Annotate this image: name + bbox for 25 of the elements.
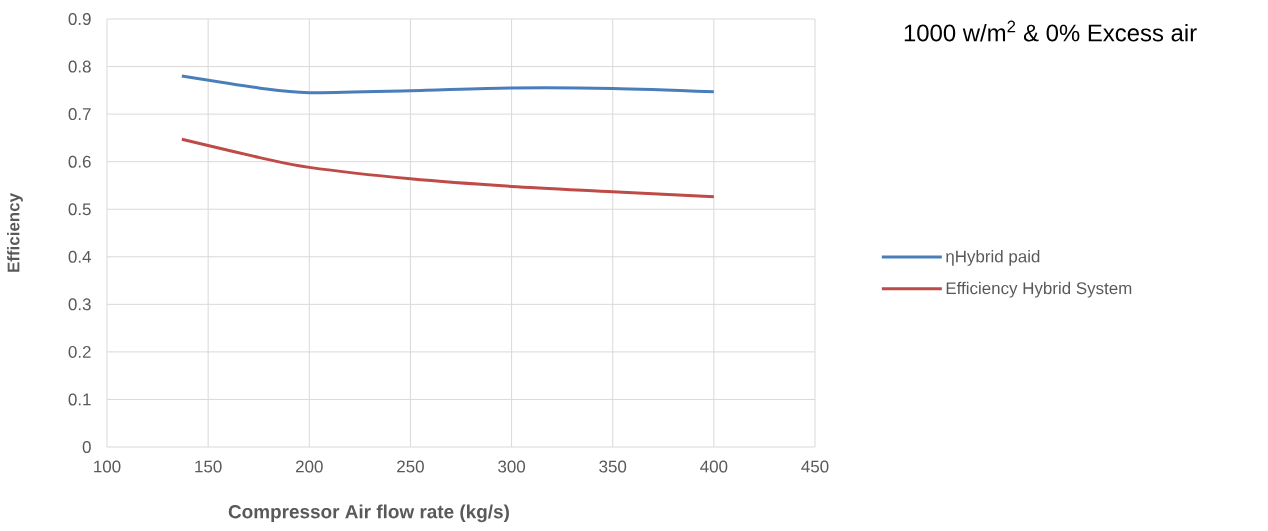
y-tick-label: 0.3 [68,298,91,311]
y-tick-label: 0.2 [68,345,91,358]
x-tick-label: 150 [195,460,222,473]
y-tick-label: 0.8 [68,60,91,73]
x-axis-title: Compressor Air flow rate (kg/s) [228,504,509,523]
y-tick-label: 0.7 [68,108,91,121]
y-tick-label: 0 [82,441,91,453]
x-tick-label: 350 [599,460,627,473]
legend-label: ηHybrid paid [946,250,1040,266]
line-series [180,137,716,199]
x-tick-label: 400 [700,460,728,473]
x-tick-label: 200 [296,460,323,473]
y-tick-label: 0.5 [68,203,91,216]
x-tick-label: 300 [498,460,526,473]
x-tick-label: 450 [801,460,829,473]
x-tick-label: 100 [94,460,121,473]
x-tick-label: 250 [397,460,424,473]
y-tick-label: 0.1 [68,393,91,406]
legend-label: Efficiency Hybrid System [946,281,1132,298]
y-axis-title: Efficiency [7,193,23,272]
text: 1000 w/m$^{2}$ & 0% Excess air [904,20,1197,42]
y-tick-label: 0.6 [68,155,91,168]
y-tick-label: 0.9 [68,13,91,26]
y-tick-label: 0.4 [68,250,91,263]
line-series [180,74,716,95]
